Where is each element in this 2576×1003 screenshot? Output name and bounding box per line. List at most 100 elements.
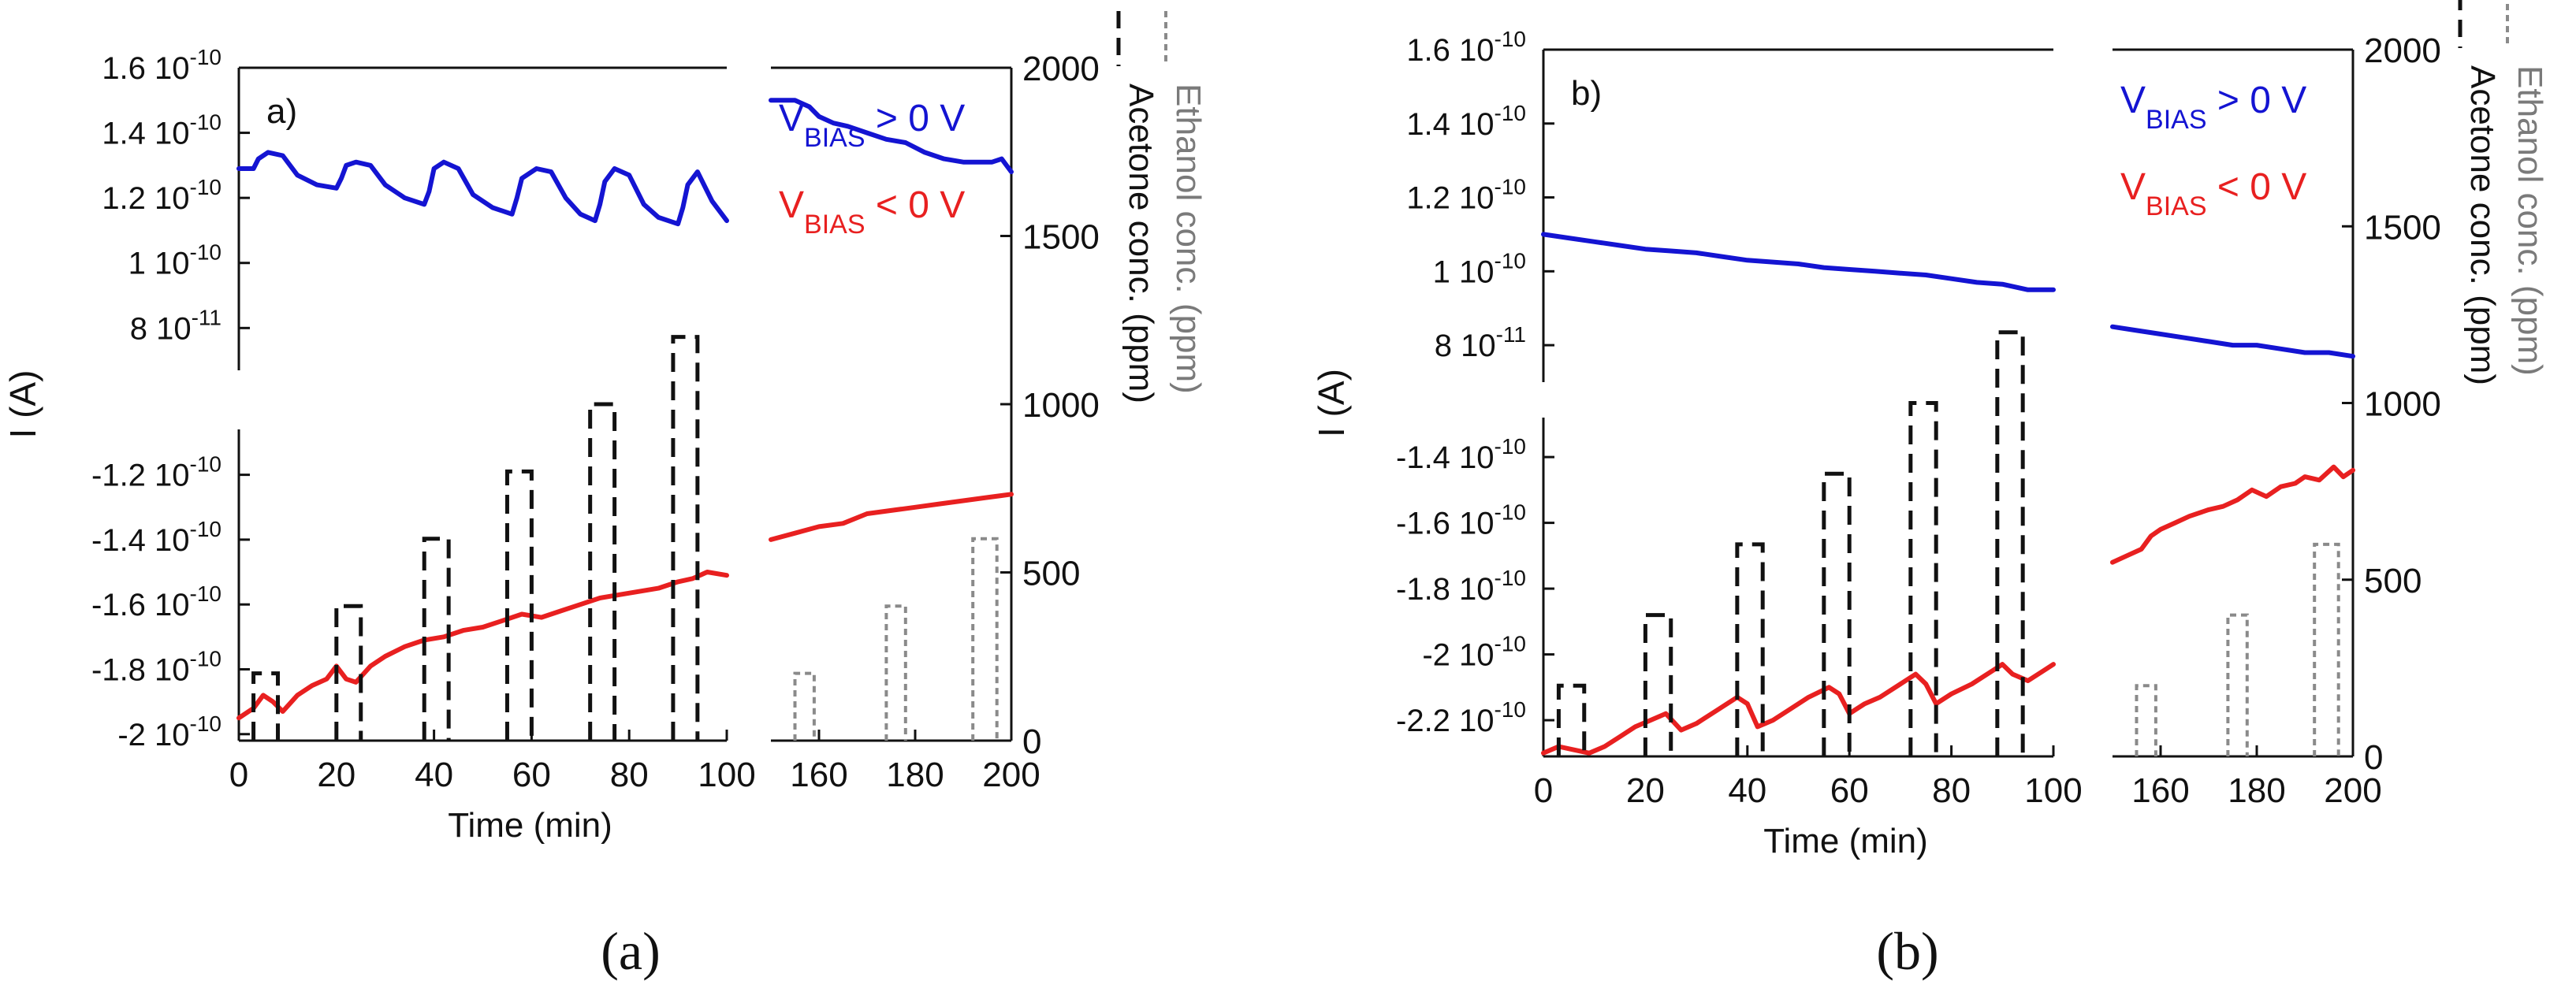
y-tick-label: 8 10-11 [1435, 322, 1526, 363]
y-tick-exponent: -10 [190, 452, 221, 477]
x-tick-label-right: 180 [2228, 771, 2285, 810]
acetone-pulse [334, 604, 363, 741]
conc-axis-title-ethanol: Ethanol conc. (ppm) [1169, 84, 1208, 394]
y-tick-exponent: -10 [190, 240, 221, 265]
legend-main: V [2120, 80, 2146, 121]
series-line [2110, 324, 2355, 359]
acetone-pulse [1556, 683, 1587, 756]
x-axis-title: Time (min) [1763, 822, 1928, 860]
y-tick-mantissa: -1.8 10 [1396, 572, 1495, 607]
caption-b: (b) [1876, 921, 1938, 981]
y-tick-exponent: -10 [190, 517, 221, 541]
x-tick-label-left: 60 [512, 756, 551, 794]
y-tick-exponent: -10 [1495, 500, 1526, 525]
acetone-pulse [588, 402, 617, 741]
legend-entry: VBIAS < 0 V [2120, 166, 2306, 221]
y-axis-title: I (A) [2, 370, 43, 439]
y-tick-mantissa: -2.2 10 [1396, 704, 1495, 738]
y-tick-exponent: -10 [1495, 632, 1526, 656]
series-line [1541, 662, 2056, 756]
acetone-pulse [671, 335, 700, 741]
acetone-pulse [1822, 471, 1852, 756]
y-tick-mantissa: 1.4 10 [102, 117, 189, 151]
conc-tick-label: 2000 [2364, 32, 2441, 70]
acetone-pulse [1735, 542, 1765, 756]
y-tick-mantissa: 8 10 [1435, 329, 1496, 363]
y-tick-label: 1 10-10 [1433, 248, 1526, 289]
x-tick-label-right: 160 [790, 756, 847, 794]
ethanol-pulse [2226, 613, 2249, 756]
y-tick-mantissa: 1.6 10 [1406, 33, 1494, 68]
y-tick-label: -1.6 10-10 [1396, 500, 1526, 541]
legend-rest: > 0 V [2207, 80, 2307, 121]
y-tick-label: -1.4 10-10 [1396, 434, 1526, 475]
y-tick-label: -2.2 10-10 [1396, 697, 1526, 738]
panel-label: b) [1571, 74, 1602, 113]
y-tick-mantissa: -1.6 10 [1396, 507, 1495, 541]
caption-a: (a) [601, 921, 660, 981]
y-tick-label: 8 10-11 [130, 305, 221, 346]
x-tick-label-left: 80 [1932, 771, 1971, 810]
x-tick-label-left: 40 [1728, 771, 1766, 810]
acetone-pulse [504, 469, 534, 741]
y-tick-mantissa: -1.4 10 [91, 523, 190, 558]
legend-entry: VBIAS > 0 V [779, 98, 965, 153]
y-tick-exponent: -10 [190, 110, 221, 135]
y-tick-mantissa: 8 10 [130, 311, 192, 346]
y-tick-label: 1.6 10-10 [1406, 27, 1526, 68]
y-tick-mantissa: 1.2 10 [1406, 181, 1494, 216]
series-line [236, 570, 729, 721]
y-tick-exponent: -10 [1495, 566, 1526, 590]
ethanol-pulse [884, 604, 907, 741]
y-tick-exponent: -10 [190, 581, 221, 606]
x-tick-label-left: 20 [1626, 771, 1665, 810]
legend-rest: < 0 V [2207, 166, 2307, 208]
y-tick-label: 1.2 10-10 [1406, 175, 1526, 216]
x-tick-label-right: 200 [2324, 771, 2381, 810]
y-tick-exponent: -11 [192, 305, 221, 329]
y-tick-label: -2 10-10 [117, 711, 221, 752]
x-tick-label-left: 40 [415, 756, 453, 794]
conc-tick-label: 1000 [1022, 386, 1100, 425]
y-tick-label: -1.4 10-10 [91, 517, 221, 558]
acetone-pulse [1995, 330, 2025, 756]
conc-axis-title-acetone: Acetone conc. (ppm) [2463, 65, 2502, 385]
y-tick-exponent: -10 [1495, 248, 1526, 273]
ethanol-pulse [2313, 542, 2340, 756]
legend-sub: BIAS [2146, 191, 2206, 221]
x-tick-label-right: 200 [982, 756, 1040, 794]
y-tick-exponent: -10 [1495, 101, 1526, 125]
conc-tick-label: 500 [1022, 555, 1080, 593]
y-tick-mantissa: -1.6 10 [91, 588, 190, 622]
conc-tick-label: 500 [2364, 562, 2422, 600]
legend-rest: > 0 V [865, 98, 966, 139]
y-tick-label: 1.2 10-10 [102, 175, 221, 216]
y-tick-exponent: -10 [1495, 175, 1526, 199]
ethanol-pulse [2135, 684, 2157, 756]
x-tick-label-right: 180 [886, 756, 944, 794]
y-tick-mantissa: -2 10 [117, 718, 189, 752]
legend-entry: VBIAS < 0 V [779, 184, 965, 240]
y-tick-label: -2 10-10 [1422, 632, 1526, 673]
series-line [769, 492, 1014, 542]
conc-tick-label: 2000 [1022, 50, 1100, 88]
y-axis-title: I (A) [1311, 369, 1352, 437]
y-tick-label: 1.4 10-10 [1406, 101, 1526, 142]
y-tick-mantissa: -2 10 [1422, 638, 1494, 673]
legend-main: V [2120, 166, 2146, 208]
x-tick-label-left: 100 [2024, 771, 2082, 810]
conc-axis-title-acetone: Acetone conc. (ppm) [1122, 84, 1160, 403]
y-tick-label: -1.8 10-10 [1396, 566, 1526, 607]
x-tick-label-left: 100 [698, 756, 755, 794]
conc-tick-label: 1000 [2364, 385, 2441, 424]
x-tick-label-right: 160 [2131, 771, 2189, 810]
series-line [769, 98, 1014, 175]
conc-tick-label: 0 [1022, 723, 1041, 761]
series-line [1541, 232, 2056, 292]
y-tick-label: -1.8 10-10 [91, 646, 221, 687]
y-tick-exponent: -10 [190, 175, 221, 199]
acetone-pulse [251, 671, 281, 741]
x-axis-title: Time (min) [448, 806, 612, 845]
y-tick-label: 1.6 10-10 [102, 45, 221, 86]
